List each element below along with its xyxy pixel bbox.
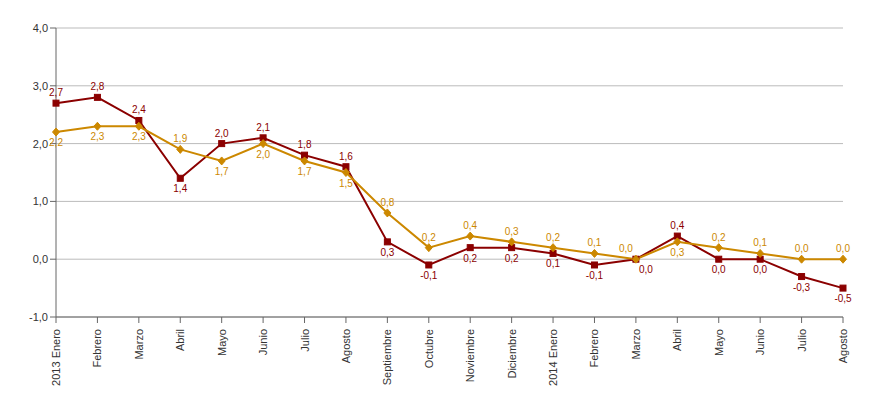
svg-text:0,2: 0,2 bbox=[712, 232, 726, 243]
svg-text:Abril: Abril bbox=[174, 329, 186, 351]
svg-text:0,0: 0,0 bbox=[33, 253, 48, 265]
svg-text:0,0: 0,0 bbox=[836, 243, 850, 254]
svg-text:Febrero: Febrero bbox=[588, 329, 600, 368]
svg-text:Julio: Julio bbox=[796, 329, 808, 352]
svg-text:3,0: 3,0 bbox=[33, 80, 48, 92]
svg-text:1,7: 1,7 bbox=[215, 166, 229, 177]
svg-text:1,7: 1,7 bbox=[298, 166, 312, 177]
svg-text:Noviembre: Noviembre bbox=[464, 329, 476, 382]
svg-text:0,0: 0,0 bbox=[619, 243, 633, 254]
svg-text:2,0: 2,0 bbox=[256, 149, 270, 160]
svg-text:1,5: 1,5 bbox=[339, 178, 353, 189]
svg-text:2,8: 2,8 bbox=[90, 81, 104, 92]
svg-text:Abril: Abril bbox=[671, 329, 683, 351]
svg-text:0,3: 0,3 bbox=[670, 247, 684, 258]
svg-text:Septiembre: Septiembre bbox=[381, 329, 393, 385]
svg-text:-0,3: -0,3 bbox=[793, 282, 811, 293]
svg-text:2,2: 2,2 bbox=[49, 137, 63, 148]
svg-text:Octubre: Octubre bbox=[423, 329, 435, 368]
svg-text:Marzo: Marzo bbox=[133, 329, 145, 360]
svg-text:0,4: 0,4 bbox=[670, 220, 684, 231]
svg-text:0,4: 0,4 bbox=[463, 220, 477, 231]
svg-text:1,9: 1,9 bbox=[173, 133, 187, 144]
svg-text:0,1: 0,1 bbox=[588, 237, 602, 248]
svg-text:0,2: 0,2 bbox=[505, 253, 519, 264]
svg-text:Junio: Junio bbox=[754, 329, 766, 355]
svg-text:0,0: 0,0 bbox=[795, 243, 809, 254]
svg-text:1,0: 1,0 bbox=[33, 195, 48, 207]
svg-text:1,6: 1,6 bbox=[339, 151, 353, 162]
svg-text:Mayo: Mayo bbox=[216, 329, 228, 356]
svg-text:0,1: 0,1 bbox=[546, 258, 560, 269]
svg-text:Agosto: Agosto bbox=[837, 329, 849, 363]
svg-text:0,2: 0,2 bbox=[546, 232, 560, 243]
svg-text:0,0: 0,0 bbox=[753, 264, 767, 275]
svg-text:2,3: 2,3 bbox=[132, 131, 146, 142]
svg-text:-0,1: -0,1 bbox=[586, 270, 604, 281]
svg-text:Marzo: Marzo bbox=[630, 329, 642, 360]
svg-text:1,8: 1,8 bbox=[298, 139, 312, 150]
svg-text:0,3: 0,3 bbox=[380, 247, 394, 258]
svg-text:2,3: 2,3 bbox=[90, 131, 104, 142]
svg-text:2014 Enero: 2014 Enero bbox=[547, 329, 559, 386]
svg-text:-0,5: -0,5 bbox=[834, 293, 852, 304]
svg-text:Junio: Junio bbox=[257, 329, 269, 355]
svg-text:Febrero: Febrero bbox=[91, 329, 103, 368]
svg-text:4,0: 4,0 bbox=[33, 22, 48, 34]
svg-text:2,0: 2,0 bbox=[215, 128, 229, 139]
svg-text:Agosto: Agosto bbox=[340, 329, 352, 363]
svg-text:Mayo: Mayo bbox=[713, 329, 725, 356]
svg-text:2,1: 2,1 bbox=[256, 122, 270, 133]
svg-text:-0,1: -0,1 bbox=[420, 270, 438, 281]
svg-text:2,7: 2,7 bbox=[49, 87, 63, 98]
svg-text:-1,0: -1,0 bbox=[29, 311, 48, 323]
svg-text:0,0: 0,0 bbox=[712, 264, 726, 275]
svg-text:0,2: 0,2 bbox=[422, 232, 436, 243]
svg-text:Diciembre: Diciembre bbox=[506, 329, 518, 379]
svg-text:2,4: 2,4 bbox=[132, 104, 146, 115]
svg-text:1,4: 1,4 bbox=[173, 183, 187, 194]
svg-text:0,3: 0,3 bbox=[505, 226, 519, 237]
svg-text:Julio: Julio bbox=[299, 329, 311, 352]
svg-text:0,2: 0,2 bbox=[463, 253, 477, 264]
svg-text:2,0: 2,0 bbox=[33, 138, 48, 150]
svg-text:0,8: 0,8 bbox=[380, 197, 394, 208]
svg-text:0,0: 0,0 bbox=[639, 264, 653, 275]
svg-text:2013 Enero: 2013 Enero bbox=[50, 329, 62, 386]
svg-text:0,1: 0,1 bbox=[753, 237, 767, 248]
